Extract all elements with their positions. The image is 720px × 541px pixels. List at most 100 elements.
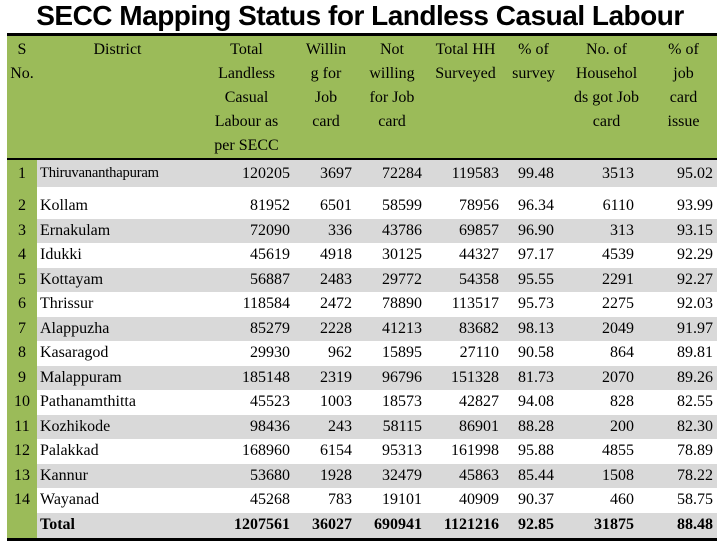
cell-willing: 962 [295, 341, 357, 366]
row-spacer [7, 187, 717, 194]
cell-district: Wayanad [37, 488, 198, 513]
cell-hh-job-card: 4539 [563, 243, 650, 268]
cell-hh-job-card: 6110 [563, 194, 650, 219]
cell-willing: 6154 [295, 439, 357, 464]
table-row: 9 Malappuram 185148 2319 96796 151328 81.73 207… [7, 365, 717, 390]
cell-hh-job-card: 4855 [563, 439, 650, 464]
table-row: 5 Kottayam 56887 2483 29772 54358 95.55 2291 92.… [7, 267, 717, 292]
cell-not-willing: 72284 [357, 159, 427, 187]
cell-pct-job-card: 89.81 [650, 341, 717, 366]
cell-pct-survey: 88.28 [504, 414, 563, 439]
cell-hh-job-card: 3513 [563, 159, 650, 187]
cell-pct-survey: 99.48 [504, 159, 563, 187]
cell-hh-surveyed: 27110 [427, 341, 504, 366]
table-row: 2 Kollam 81952 6501 58599 78956 96.34 6110 93.99 [7, 194, 717, 219]
cell-total-landless: 81952 [198, 194, 295, 219]
table-row: 3 Ernakulam 72090 336 43786 69857 96.90 313 93.1… [7, 218, 717, 243]
cell-hh-job-card: 200 [563, 414, 650, 439]
cell-pct-job-card: 78.22 [650, 463, 717, 488]
cell-willing: 6501 [295, 194, 357, 219]
cell-sno: 7 [7, 316, 37, 341]
table-row: 12 Palakkad 168960 6154 95313 161998 95.88 4855… [7, 439, 717, 464]
cell-pct-survey: 96.90 [504, 218, 563, 243]
cell-total-landless: 168960 [198, 439, 295, 464]
cell-not-willing: 29772 [357, 267, 427, 292]
cell-hh-surveyed: 54358 [427, 267, 504, 292]
cell-hh-surveyed: 119583 [427, 159, 504, 187]
cell-sno: 1 [7, 159, 37, 187]
cell-hh-surveyed: 1121216 [427, 512, 504, 541]
cell-pct-survey: 95.73 [504, 292, 563, 317]
cell-willing: 4918 [295, 243, 357, 268]
cell-hh-job-card: 460 [563, 488, 650, 513]
cell-district: Kottayam [37, 267, 198, 292]
cell-pct-survey: 92.85 [504, 512, 563, 541]
cell-sno: 13 [7, 463, 37, 488]
cell-willing: 336 [295, 218, 357, 243]
cell-total-landless: 53680 [198, 463, 295, 488]
header-cell-not-willing: Not willing for Job card [357, 33, 427, 160]
spacer-cell [37, 187, 717, 194]
cell-total-landless: 29930 [198, 341, 295, 366]
cell-not-willing: 96796 [357, 365, 427, 390]
cell-not-willing: 58599 [357, 194, 427, 219]
table-row: 11 Kozhikode 98436 243 58115 86901 88.28 200 82.… [7, 414, 717, 439]
cell-hh-surveyed: 113517 [427, 292, 504, 317]
cell-district: Total [37, 512, 198, 541]
cell-district: Ernakulam [37, 218, 198, 243]
cell-district: Palakkad [37, 439, 198, 464]
cell-not-willing: 43786 [357, 218, 427, 243]
cell-sno: 8 [7, 341, 37, 366]
table-row: 4 Idukki 45619 4918 30125 44327 97.17 4539 92.29 [7, 243, 717, 268]
cell-hh-job-card: 2070 [563, 365, 650, 390]
table-row: 10 Pathanamthitta 45523 1003 18573 42827 94.08… [7, 390, 717, 415]
cell-total-landless: 45619 [198, 243, 295, 268]
cell-total-landless: 85279 [198, 316, 295, 341]
cell-pct-job-card: 82.30 [650, 414, 717, 439]
cell-hh-surveyed: 161998 [427, 439, 504, 464]
header-cell-hh-job-card: No. of Househol ds got Job card [563, 33, 650, 160]
cell-pct-job-card: 91.97 [650, 316, 717, 341]
cell-hh-surveyed: 44327 [427, 243, 504, 268]
cell-pct-survey: 90.37 [504, 488, 563, 513]
table-body: 1 Thiruvananthapuram 120205 3697 72284 119583… [7, 159, 717, 541]
table-total-row: Total 1207561 36027 690941 1121216 92.85 31875… [7, 512, 717, 541]
cell-not-willing: 690941 [357, 512, 427, 541]
header-cell-hh-surveyed: Total HH Surveyed [427, 33, 504, 160]
cell-willing: 2319 [295, 365, 357, 390]
cell-not-willing: 95313 [357, 439, 427, 464]
cell-sno: 12 [7, 439, 37, 464]
cell-not-willing: 30125 [357, 243, 427, 268]
cell-hh-job-card: 1508 [563, 463, 650, 488]
cell-sno: 4 [7, 243, 37, 268]
table-row: 7 Alappuzha 85279 2228 41213 83682 98.13 2049 91… [7, 316, 717, 341]
header-cell-willing: Willin g for Job card [295, 33, 357, 160]
cell-pct-survey: 95.88 [504, 439, 563, 464]
header-cell-pct-job-card: % of job card issue [650, 33, 717, 160]
cell-sno: 10 [7, 390, 37, 415]
cell-pct-survey: 81.73 [504, 365, 563, 390]
cell-sno: 2 [7, 194, 37, 219]
header-cell-pct-survey: % of survey [504, 33, 563, 160]
cell-willing: 2472 [295, 292, 357, 317]
cell-district: Kollam [37, 194, 198, 219]
cell-pct-job-card: 82.55 [650, 390, 717, 415]
cell-hh-job-card: 864 [563, 341, 650, 366]
cell-pct-survey: 96.34 [504, 194, 563, 219]
cell-willing: 36027 [295, 512, 357, 541]
cell-pct-job-card: 78.89 [650, 439, 717, 464]
cell-pct-survey: 90.58 [504, 341, 563, 366]
cell-pct-job-card: 93.15 [650, 218, 717, 243]
cell-hh-surveyed: 69857 [427, 218, 504, 243]
table-row: 6 Thrissur 118584 2472 78890 113517 95.73 2275 9… [7, 292, 717, 317]
cell-pct-job-card: 92.03 [650, 292, 717, 317]
cell-total-landless: 98436 [198, 414, 295, 439]
cell-willing: 783 [295, 488, 357, 513]
cell-not-willing: 18573 [357, 390, 427, 415]
cell-pct-survey: 94.08 [504, 390, 563, 415]
table-row: 1 Thiruvananthapuram 120205 3697 72284 119583… [7, 159, 717, 187]
cell-hh-surveyed: 86901 [427, 414, 504, 439]
cell-hh-surveyed: 42827 [427, 390, 504, 415]
cell-district: Kozhikode [37, 414, 198, 439]
cell-total-landless: 118584 [198, 292, 295, 317]
